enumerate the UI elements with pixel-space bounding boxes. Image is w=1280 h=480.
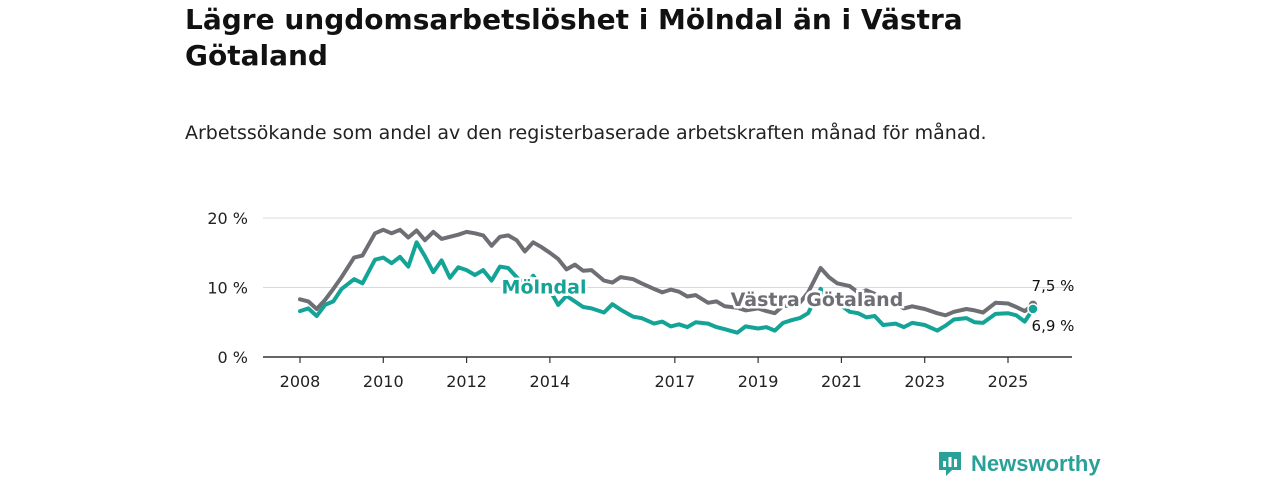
- series-annotation: Västra Götaland: [731, 289, 904, 311]
- x-tick-label: 2014: [530, 372, 571, 391]
- series-line-v-stra-g-taland: [298, 227, 1035, 318]
- x-tick-label: 2023: [904, 372, 945, 391]
- series-annotation: Mölndal: [502, 277, 587, 299]
- x-tick-label: 2008: [280, 372, 321, 391]
- x-tick-label: 2012: [446, 372, 487, 391]
- x-tick-label: 2021: [821, 372, 862, 391]
- x-tick-label: 2010: [363, 372, 404, 391]
- newsworthy-logo-icon: [939, 452, 961, 476]
- x-tick-label: 2019: [738, 372, 779, 391]
- end-value-label: 7,5 %: [1032, 277, 1075, 295]
- chart-title: Lägre ungdomsarbetslöshet i Mölndal än i…: [185, 3, 963, 72]
- series-line-m-lndal: [298, 240, 1035, 335]
- x-tick-label: 2017: [654, 372, 695, 391]
- y-tick-label: 10 %: [207, 279, 248, 298]
- y-tick-label: 20 %: [207, 209, 248, 228]
- line-chart: 0 % 10 % 20 % 2008 2010 2012 2014 2017 2019 2021 2…: [207, 209, 1075, 391]
- end-value-label: 6,9 %: [1032, 317, 1075, 335]
- brand-name: Newsworthy: [971, 451, 1101, 476]
- x-tick-label: 2025: [988, 372, 1029, 391]
- end-point-marker: [1027, 303, 1039, 315]
- chart-subtitle: Arbetssökande som andel av den registerb…: [185, 122, 987, 144]
- y-tick-label: 0 %: [218, 348, 248, 367]
- newsworthy-brand[interactable]: Newsworthy: [937, 450, 1101, 478]
